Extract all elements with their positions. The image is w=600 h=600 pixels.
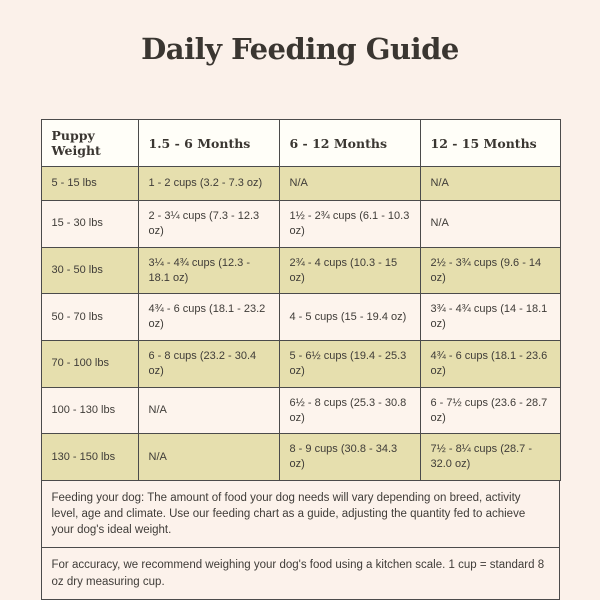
cell-amount: 6 - 7½ cups (23.6 - 28.7 oz) [419, 386, 561, 435]
table-row: 100 - 130 lbs N/A 6½ - 8 cups (25.3 - 30… [40, 386, 561, 435]
cell-weight: 130 - 150 lbs [40, 433, 139, 482]
feeding-table: Puppy Weight 1.5 - 6 Months 6 - 12 Month… [40, 119, 561, 482]
cell-amount: 6 - 8 cups (23.2 - 30.4 oz) [137, 340, 280, 388]
cell-amount: N/A [278, 166, 421, 201]
cell-weight: 5 - 15 lbs [40, 166, 139, 201]
cell-amount: N/A [137, 386, 280, 435]
header-12-15-months: 12 - 15 Months [419, 119, 561, 167]
table-row: 50 - 70 lbs 4¾ - 6 cups (18.1 - 23.2 oz)… [40, 293, 561, 342]
header-puppy-weight: Puppy Weight [40, 119, 139, 167]
accuracy-note: For accuracy, we recommend weighing your… [40, 547, 560, 600]
cell-amount: 2 - 3¼ cups (7.3 - 12.3 oz) [137, 200, 280, 248]
header-1-5-6-months: 1.5 - 6 Months [137, 119, 280, 167]
cell-amount: 8 - 9 cups (30.8 - 34.3 oz) [278, 433, 421, 482]
cell-amount: 4 - 5 cups (15 - 19.4 oz) [278, 293, 421, 342]
cell-amount: 3¾ - 4¾ cups (14 - 18.1 oz) [419, 293, 561, 342]
cell-amount: 5 - 6½ cups (19.4 - 25.3 oz) [278, 340, 421, 388]
cell-amount: 2¾ - 4 cups (10.3 - 15 oz) [278, 246, 421, 295]
cell-amount: 2½ - 3¾ cups (9.6 - 14 oz) [419, 246, 561, 295]
cell-amount: N/A [419, 166, 561, 201]
cell-amount: 1½ - 2¾ cups (6.1 - 10.3 oz) [278, 200, 421, 248]
page-title: Daily Feeding Guide [141, 32, 459, 66]
table-row: 5 - 15 lbs 1 - 2 cups (3.2 - 7.3 oz) N/A… [40, 166, 561, 201]
cell-amount: 3¼ - 4¾ cups (12.3 - 18.1 oz) [137, 246, 280, 295]
cell-weight: 30 - 50 lbs [40, 246, 139, 295]
cell-amount: 6½ - 8 cups (25.3 - 30.8 oz) [278, 386, 421, 435]
cell-amount: N/A [137, 433, 280, 482]
cell-weight: 50 - 70 lbs [40, 293, 139, 342]
table-row: 70 - 100 lbs 6 - 8 cups (23.2 - 30.4 oz)… [40, 340, 561, 388]
cell-weight: 70 - 100 lbs [40, 340, 139, 388]
cell-amount: 4¾ - 6 cups (18.1 - 23.2 oz) [137, 293, 280, 342]
cell-weight: 100 - 130 lbs [40, 386, 139, 435]
feeding-guide-container: Puppy Weight 1.5 - 6 Months 6 - 12 Month… [40, 119, 561, 600]
cell-amount: N/A [419, 200, 561, 248]
cell-weight: 15 - 30 lbs [40, 200, 139, 248]
table-row: 130 - 150 lbs N/A 8 - 9 cups (30.8 - 34.… [40, 433, 561, 482]
table-header-row: Puppy Weight 1.5 - 6 Months 6 - 12 Month… [40, 119, 561, 167]
feeding-note: Feeding your dog: The amount of food you… [40, 480, 560, 549]
table-row: 30 - 50 lbs 3¼ - 4¾ cups (12.3 - 18.1 oz… [40, 246, 561, 295]
header-6-12-months: 6 - 12 Months [278, 119, 421, 167]
cell-amount: 1 - 2 cups (3.2 - 7.3 oz) [137, 166, 280, 201]
feeding-guide-page: Daily Feeding Guide Puppy Weight 1.5 - 6… [0, 32, 600, 600]
table-row: 15 - 30 lbs 2 - 3¼ cups (7.3 - 12.3 oz) … [40, 200, 561, 248]
cell-amount: 7½ - 8¼ cups (28.7 - 32.0 oz) [419, 433, 561, 482]
cell-amount: 4¾ - 6 cups (18.1 - 23.6 oz) [419, 340, 561, 388]
